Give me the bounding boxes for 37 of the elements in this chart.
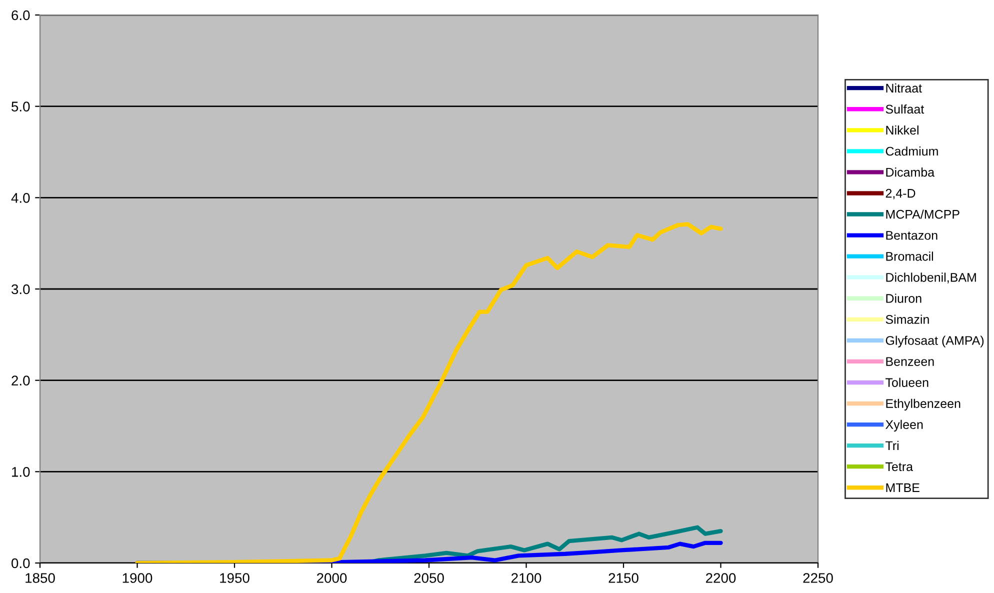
legend-label: Sulfaat (886, 104, 924, 114)
y-tick-label: 1.0 (12, 467, 30, 477)
y-tick-label: 5.0 (12, 102, 30, 112)
legend-label: MTBE (886, 483, 920, 492)
x-tick-label: 1900 (122, 573, 152, 583)
x-tick-label: 1950 (220, 573, 250, 583)
legend-label: Nitraat (886, 83, 922, 93)
y-tick-label: 3.0 (12, 284, 30, 294)
legend-label: Dichlobenil,BAM (886, 272, 976, 284)
legend-label: Glyfosaat (AMPA) (886, 336, 984, 348)
legend-label: 2,4-D (886, 188, 916, 200)
legend-label: Ethylbenzeen (886, 398, 960, 410)
x-tick-label: 2200 (706, 573, 736, 583)
x-tick-label: 2000 (317, 573, 347, 583)
x-tick-label: 2150 (608, 573, 638, 583)
y-tick-label: 0.0 (12, 558, 30, 568)
x-tick-label: 2100 (512, 573, 542, 583)
legend-label: Tetra (886, 462, 914, 472)
x-tick-label: 1850 (26, 573, 55, 583)
legend-label: Simazin (886, 314, 929, 324)
legend-label: Bromacil (886, 252, 934, 261)
legend-label: Dicamba (886, 168, 935, 177)
legend-label: Bentazon (886, 231, 938, 240)
y-tick-label: 4.0 (11, 193, 30, 203)
legend-label: Tri (886, 440, 898, 450)
legend-label: Diuron (886, 294, 922, 303)
legend-label: Benzeen (886, 357, 934, 366)
line-series (135, 222, 723, 563)
legend-label: Cadmium (886, 146, 938, 156)
y-tick-label: 2.0 (12, 376, 30, 386)
x-tick-label: 2050 (414, 573, 444, 583)
legend-label: Xyleen (886, 420, 923, 432)
legend-label: Nikkel (886, 125, 918, 135)
x-tick-label: 2250 (803, 573, 833, 583)
legend-label: Tolueen (886, 378, 928, 387)
legend-label: MCPA/MCPP (886, 210, 960, 219)
y-tick-label: 6.0 (12, 10, 30, 20)
